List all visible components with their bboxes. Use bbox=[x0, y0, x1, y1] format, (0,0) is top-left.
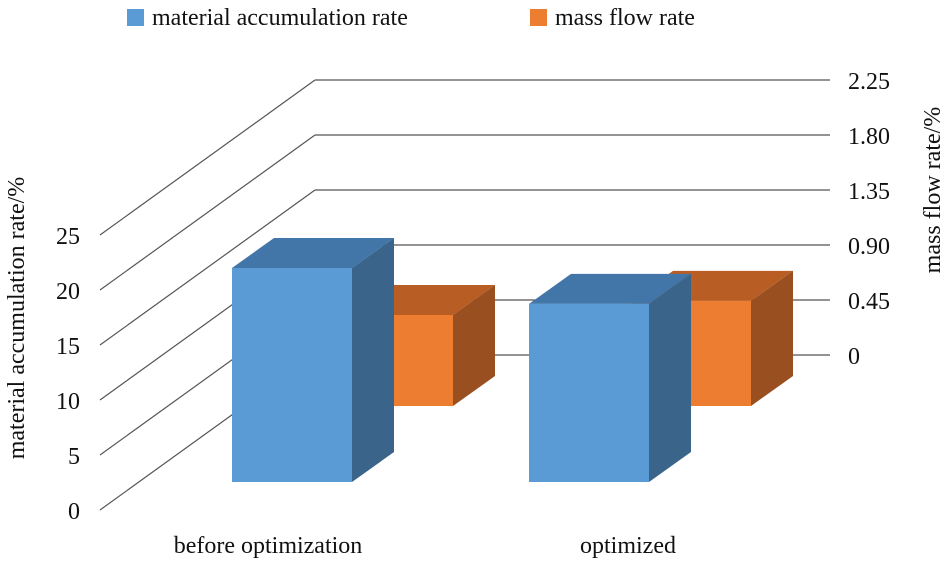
legend-swatch bbox=[127, 9, 144, 26]
right-tick-label: 0.45 bbox=[848, 289, 890, 315]
bar-material-accumulation-rate bbox=[232, 268, 352, 482]
bar-material-accumulation-rate-side bbox=[352, 238, 394, 482]
left-tick-label: 5 bbox=[68, 444, 80, 470]
legend-swatch bbox=[530, 9, 547, 26]
right-tick-label: 0.90 bbox=[848, 234, 890, 260]
left-tick-label: 15 bbox=[56, 334, 80, 360]
category-label: optimized bbox=[580, 533, 676, 559]
y-axis-right-label: mass flow rate/% bbox=[920, 107, 946, 274]
bars bbox=[232, 238, 793, 482]
bar-material-accumulation-rate-side bbox=[649, 273, 691, 482]
gridline-left bbox=[99, 189, 316, 346]
legend-label: material accumulation rate bbox=[152, 5, 408, 31]
right-tick-label: 2.25 bbox=[848, 69, 890, 95]
gridline-left bbox=[99, 79, 316, 236]
left-tick-label: 0 bbox=[68, 499, 80, 525]
bar-material-accumulation-rate-top bbox=[232, 238, 394, 268]
bar-mass-flow-rate-side bbox=[751, 270, 793, 406]
left-tick-label: 20 bbox=[56, 279, 80, 305]
y-axis-left-label: material accumulation rate/% bbox=[4, 177, 30, 460]
right-tick-label: 1.80 bbox=[848, 124, 890, 150]
category-label: before optimization bbox=[174, 533, 363, 559]
bar-material-accumulation-rate bbox=[529, 303, 649, 482]
right-axis-ticks: 0 0.45 0.90 1.35 1.80 2.25 bbox=[848, 69, 890, 370]
legend-label: mass flow rate bbox=[555, 5, 695, 31]
category-labels: before optimization optimized bbox=[174, 533, 676, 559]
left-axis-ticks: 0 5 10 15 20 25 bbox=[56, 224, 80, 525]
left-tick-label: 10 bbox=[56, 389, 80, 415]
right-tick-label: 0 bbox=[848, 344, 860, 370]
right-tick-label: 1.35 bbox=[848, 179, 890, 205]
bar-mass-flow-rate-side bbox=[453, 285, 495, 406]
bar-material-accumulation-rate-top bbox=[529, 273, 691, 304]
gridline-left bbox=[99, 134, 316, 291]
left-tick-label: 25 bbox=[56, 224, 80, 250]
legend: material accumulation rate mass flow rate bbox=[127, 5, 695, 31]
